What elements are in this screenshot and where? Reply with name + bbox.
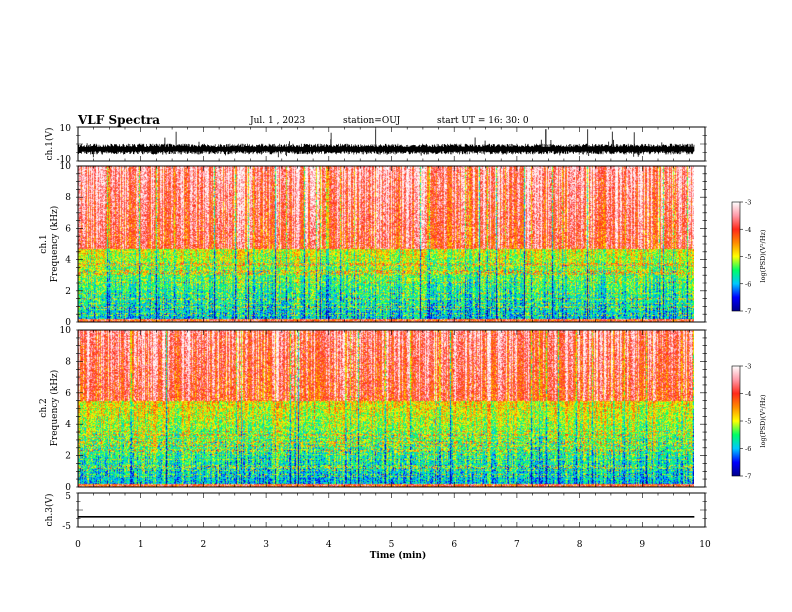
x-axis-tick-label: 6: [451, 540, 457, 550]
ch2-spectrogram-tick-marks: [76, 329, 707, 488]
ch1-spectrogram-panel: 0 2 4 6 8 10 ch.1 Frequency (kHz): [39, 162, 707, 328]
ch1-waveform-ticks: [76, 126, 707, 162]
ch2-spectrogram-ylabel-frequency: Frequency (kHz): [49, 370, 60, 447]
ch2-spectrogram-ytick-label: 8: [65, 357, 71, 367]
ch2-spectrogram-ytick-label: 4: [65, 420, 71, 430]
ch1-colorbar-tick-label: -3: [745, 199, 751, 207]
x-axis-tick-label: 1: [138, 540, 144, 550]
ch1-colorbar-tick-label: -4: [745, 226, 751, 234]
x-axis-tick-label: 9: [639, 540, 645, 550]
ch1-colorbar: -3 -4 -5 -6 -7 log(PSD)(V²/Hz): [731, 199, 767, 316]
ch1-spectrogram-ytick-label: 10: [60, 162, 72, 172]
ch1-colorbar-tick-label: -5: [745, 253, 751, 261]
ch1-waveform-frame: [77, 126, 706, 162]
ch2-colorbar: -3 -4 -5 -6 -7 log(PSD)(V²/Hz): [731, 363, 767, 481]
ch2-colorbar-tick-label: -7: [745, 473, 751, 481]
ch2-colorbar-ramp: [731, 365, 741, 477]
ch3-waveform-frame: [77, 492, 706, 528]
x-axis-tick-label: 7: [514, 540, 520, 550]
x-axis-tick-label: 0: [75, 540, 81, 550]
ch1-waveform-line: [77, 143, 695, 155]
ch1-spectrogram-ylabel-channel: ch.1: [39, 234, 49, 253]
ch1-spectrogram-ytick-label: 6: [65, 224, 71, 234]
figure-title: VLF Spectra: [77, 113, 160, 127]
ch2-colorbar-label: log(PSD)(V²/Hz): [759, 394, 767, 447]
x-axis-tick-label: 2: [201, 540, 207, 550]
ch3-waveform-tick-marks: [76, 492, 707, 528]
ch3-waveform-ylabel: ch.3(V): [44, 494, 55, 527]
ch2-spectrogram-raster: [78, 330, 694, 487]
ch1-spectrogram-ytick-label: 2: [65, 287, 71, 297]
x-axis-tick-labels: 0 1 2 3 4 5 6 7 8 9 10: [75, 540, 711, 550]
ch2-colorbar-tick-label: -6: [745, 445, 751, 453]
station-label: station=OUJ: [343, 116, 401, 126]
ch2-colorbar-ticks: -3 -4 -5 -6 -7: [740, 363, 751, 481]
ch2-spectrogram-panel: 0 2 4 6 8 10 ch.2 Frequency (kHz): [39, 326, 707, 493]
ch2-colorbar-tick-label: -3: [745, 363, 751, 371]
ch1-waveform-spikes: [85, 129, 688, 158]
ch1-waveform-ylabel: ch.1(V): [44, 128, 55, 161]
ch1-ytick-bottom: -10: [57, 155, 72, 165]
ch1-colorbar-tick-label: -6: [745, 280, 751, 288]
ch1-waveform-tick-marks: [76, 126, 707, 162]
ch1-spectrogram-ytick-label: 8: [65, 193, 71, 203]
x-axis-tick-label: 8: [577, 540, 583, 550]
ch3-ytick-bottom: -5: [62, 522, 71, 532]
ch1-ytick-top: 10: [60, 124, 72, 134]
start-time-label: start UT = 16: 30: 0: [437, 116, 529, 126]
ch3-waveform-panel: 5 -5 ch.3(V): [44, 492, 707, 532]
date-label: Jul. 1 , 2023: [249, 116, 305, 126]
ch1-colorbar-label: log(PSD)(V²/Hz): [759, 229, 767, 282]
ch1-spectrogram-raster: [78, 166, 694, 322]
ch2-spectrogram-ytick-label: 6: [65, 389, 71, 399]
ch2-spectrogram-ticks: [76, 329, 707, 488]
ch2-spectrogram-ytick-label: 10: [60, 326, 72, 336]
ch1-spectrogram-ytick-label: 0: [65, 318, 71, 328]
ch2-colorbar-tick-label: -5: [745, 418, 751, 426]
ch1-spectrogram-ylabel-frequency: Frequency (kHz): [49, 206, 60, 283]
ch1-waveform-panel: 10 -10 ch.1(V): [44, 124, 707, 165]
ch2-spectrogram-ytick-label: 2: [65, 452, 71, 462]
x-axis-tick-label: 5: [389, 540, 395, 550]
ch2-spectrogram-ylabel-channel: ch.2: [39, 398, 49, 417]
ch2-colorbar-tick-label: -4: [745, 390, 751, 398]
ch1-spectrogram-tick-marks: [76, 165, 707, 323]
x-axis-label: Time (min): [370, 550, 427, 561]
ch2-spectrogram-ytick-label: 0: [65, 483, 71, 493]
ch3-ytick-top: 5: [65, 492, 71, 502]
ch3-waveform-ticks: [76, 492, 707, 528]
ch1-spectrogram-image: [78, 166, 694, 322]
ch1-colorbar-ramp: [731, 201, 741, 312]
ch1-spectrogram-ticks: [76, 165, 707, 323]
ch1-waveform-trace: [77, 129, 695, 158]
ch2-spectrogram-image: [78, 330, 694, 487]
ch1-spectrogram-ytick-label: 4: [65, 256, 71, 266]
x-axis-tick-label: 4: [326, 540, 332, 550]
ch2-spectrogram-ytick-labels: 0 2 4 6 8 10: [60, 326, 72, 493]
x-axis-tick-label: 10: [699, 540, 711, 550]
x-axis-tick-label: 3: [263, 540, 269, 550]
ch1-colorbar-tick-label: -7: [745, 308, 751, 316]
ch1-colorbar-ticks: -3 -4 -5 -6 -7: [740, 199, 751, 316]
ch1-spectrogram-ytick-labels: 0 2 4 6 8 10: [60, 162, 72, 328]
